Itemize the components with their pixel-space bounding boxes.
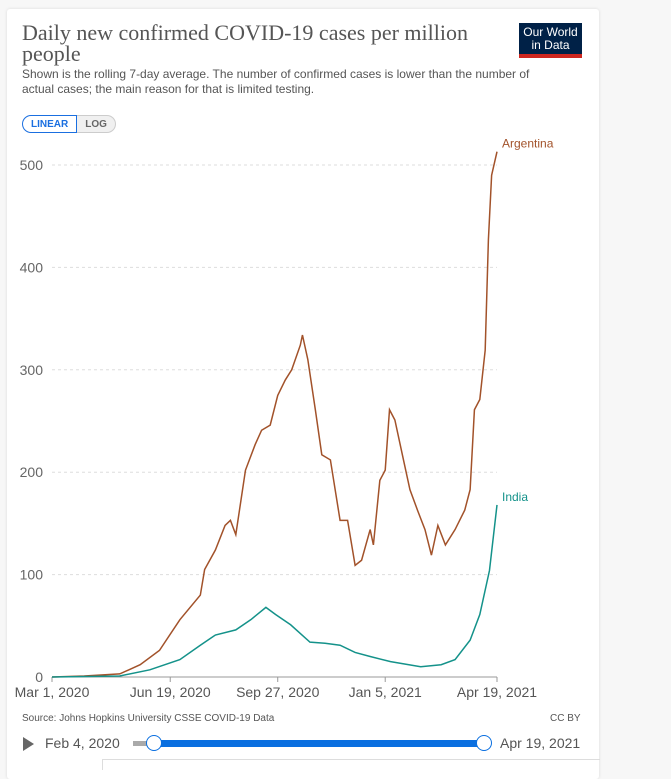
chart-subtitle: Shown is the rolling 7-day average. The …: [22, 67, 530, 96]
y-tick-label: 300: [20, 362, 44, 378]
timeline-end-handle[interactable]: [476, 735, 492, 751]
legend-label-argentina: Argentina: [502, 137, 554, 151]
x-tick-label: Jan 5, 2021: [349, 684, 422, 700]
timeline-start-handle[interactable]: [146, 735, 162, 751]
y-tick-label: 400: [20, 259, 44, 275]
legend-label-india: India: [502, 490, 528, 504]
timeline-start-date: Feb 4, 2020: [45, 735, 120, 751]
linear-button[interactable]: LINEAR: [22, 115, 78, 133]
log-button[interactable]: LOG: [77, 115, 116, 133]
source-text[interactable]: Source: Johns Hopkins University CSSE CO…: [22, 713, 275, 724]
license-text[interactable]: CC BY: [550, 713, 581, 724]
y-tick-label: 100: [20, 567, 44, 583]
x-tick-label: Sep 27, 2020: [236, 684, 320, 700]
timeline-end-date: Apr 19, 2021: [500, 735, 581, 751]
timeline-selected-range: [154, 740, 484, 747]
tab-bar: [102, 759, 600, 770]
series-line-india: [51, 504, 498, 678]
x-tick-label: Apr 19, 2021: [457, 684, 537, 700]
play-icon[interactable]: [23, 737, 34, 751]
y-tick-label: 0: [35, 669, 43, 685]
series-line-argentina: [51, 151, 498, 678]
y-tick-label: 500: [20, 157, 44, 173]
y-tick-label: 200: [20, 464, 44, 480]
scale-toggle: LINEAR LOG: [22, 115, 116, 133]
x-tick-label: Jun 19, 2020: [130, 684, 211, 700]
chart-card: [7, 9, 599, 779]
chart-title: Daily new confirmed COVID-19 cases per m…: [22, 20, 468, 66]
x-tick-label: Mar 1, 2020: [15, 684, 90, 700]
owid-logo[interactable]: Our World in Data: [519, 23, 582, 58]
